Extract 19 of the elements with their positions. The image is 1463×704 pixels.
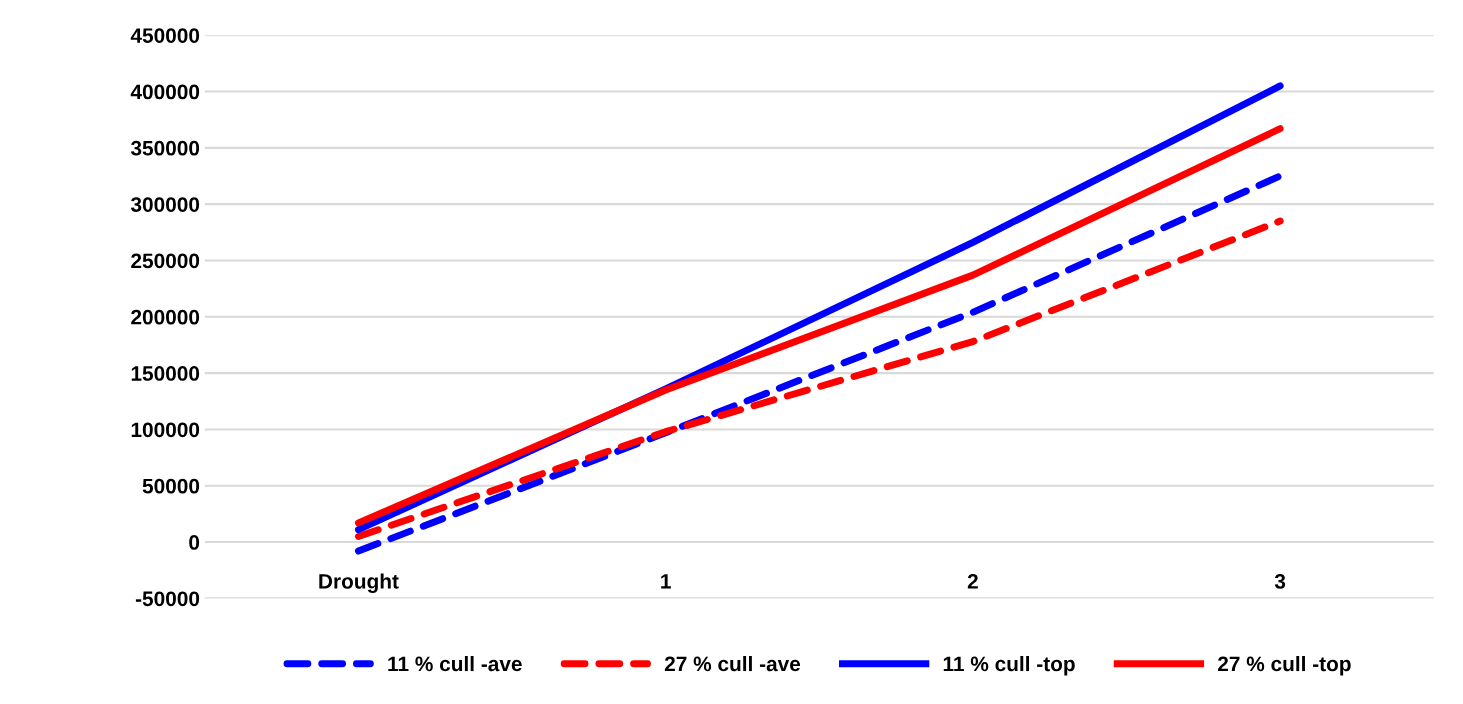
y-tick-label: 50000 — [142, 478, 200, 494]
y-tick-label: -50000 — [135, 591, 200, 607]
x-tick-label: 2 — [967, 573, 978, 589]
x-tick-label: 1 — [661, 574, 671, 589]
y-tick-label: 100000 — [131, 422, 200, 438]
y-tick-label: 300000 — [130, 197, 200, 212]
y-tick-label: 0 — [189, 535, 200, 550]
legend-label: 27 % cull -top — [1217, 655, 1351, 676]
y-tick-label: 400000 — [130, 84, 200, 100]
y-tick-label: 250000 — [131, 253, 200, 269]
legend-label: 11 % cull -top — [943, 655, 1075, 676]
y-tick-label: 450000 — [130, 28, 200, 43]
y-tick-label: 350000 — [130, 140, 200, 156]
x-tick-label: 3 — [1274, 573, 1286, 589]
y-tick-label: 150000 — [131, 366, 200, 381]
legend-label: 11 % cull -ave — [388, 655, 522, 672]
x-tick-label: Drought — [319, 573, 399, 593]
legend-label: 27 % cull -ave — [664, 655, 801, 672]
y-tick-label: 200000 — [131, 309, 200, 325]
